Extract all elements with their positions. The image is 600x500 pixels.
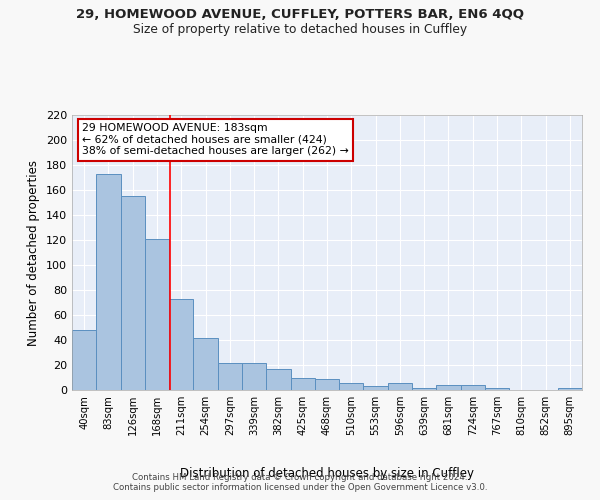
Bar (412, 388, 436, 390)
Bar (266, 369, 290, 390)
Bar (436, 385, 461, 390)
Bar (193, 338, 218, 390)
Text: 29 HOMEWOOD AVENUE: 183sqm
← 62% of detached houses are smaller (424)
38% of sem: 29 HOMEWOOD AVENUE: 183sqm ← 62% of deta… (82, 123, 349, 156)
Bar (315, 379, 339, 390)
Bar (72, 330, 96, 390)
Bar (558, 388, 582, 390)
Bar (290, 378, 315, 390)
Text: 29, HOMEWOOD AVENUE, CUFFLEY, POTTERS BAR, EN6 4QQ: 29, HOMEWOOD AVENUE, CUFFLEY, POTTERS BA… (76, 8, 524, 20)
Text: Distribution of detached houses by size in Cuffley: Distribution of detached houses by size … (180, 467, 474, 480)
Y-axis label: Number of detached properties: Number of detached properties (28, 160, 40, 346)
Bar (218, 362, 242, 390)
Bar (485, 388, 509, 390)
Text: Contains HM Land Registry data © Crown copyright and database right 2024.
Contai: Contains HM Land Registry data © Crown c… (113, 473, 487, 492)
Bar (461, 385, 485, 390)
Bar (145, 239, 169, 390)
Bar (364, 386, 388, 390)
Bar (242, 362, 266, 390)
Bar (96, 174, 121, 390)
Bar (121, 196, 145, 390)
Bar (169, 298, 193, 390)
Text: Size of property relative to detached houses in Cuffley: Size of property relative to detached ho… (133, 22, 467, 36)
Bar (339, 382, 364, 390)
Bar (388, 382, 412, 390)
